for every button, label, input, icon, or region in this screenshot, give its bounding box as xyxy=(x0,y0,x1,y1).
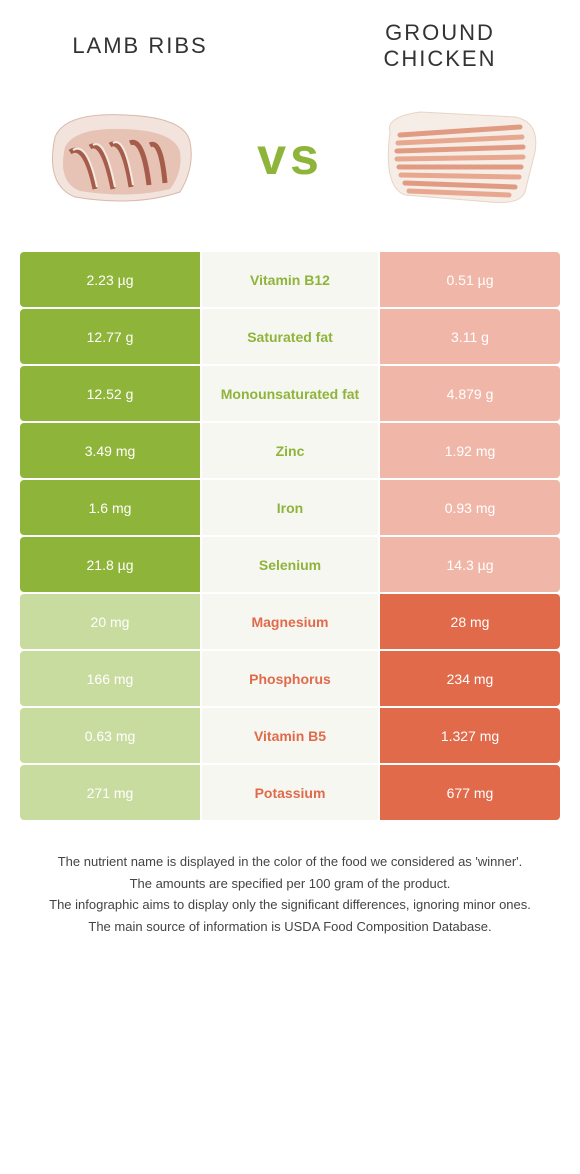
table-row: 0.63 mgVitamin B51.327 mg xyxy=(20,708,560,763)
header-titles: Lamb ribs Ground chicken xyxy=(0,0,580,82)
left-food-title: Lamb ribs xyxy=(30,33,250,59)
nutrient-label: Vitamin B5 xyxy=(202,708,378,763)
images-row: vs xyxy=(0,82,580,252)
vs-label: vs xyxy=(257,127,323,187)
right-value: 234 mg xyxy=(380,651,560,706)
right-food-title: Ground chicken xyxy=(330,20,550,72)
left-value: 0.63 mg xyxy=(20,708,200,763)
table-row: 2.23 µgVitamin B120.51 µg xyxy=(20,252,560,307)
footnote-line: The amounts are specified per 100 gram o… xyxy=(30,874,550,894)
table-row: 12.77 gSaturated fat3.11 g xyxy=(20,309,560,364)
left-value: 271 mg xyxy=(20,765,200,820)
left-value: 20 mg xyxy=(20,594,200,649)
left-value: 166 mg xyxy=(20,651,200,706)
nutrient-label: Phosphorus xyxy=(202,651,378,706)
right-value: 1.327 mg xyxy=(380,708,560,763)
table-row: 12.52 gMonounsaturated fat4.879 g xyxy=(20,366,560,421)
nutrient-label: Vitamin B12 xyxy=(202,252,378,307)
right-value: 14.3 µg xyxy=(380,537,560,592)
left-value: 1.6 mg xyxy=(20,480,200,535)
left-value: 12.77 g xyxy=(20,309,200,364)
left-value: 2.23 µg xyxy=(20,252,200,307)
nutrient-label: Iron xyxy=(202,480,378,535)
table-row: 1.6 mgIron0.93 mg xyxy=(20,480,560,535)
table-row: 21.8 µgSelenium14.3 µg xyxy=(20,537,560,592)
left-value: 3.49 mg xyxy=(20,423,200,478)
footnotes: The nutrient name is displayed in the co… xyxy=(0,822,580,958)
right-value: 28 mg xyxy=(380,594,560,649)
nutrient-label: Monounsaturated fat xyxy=(202,366,378,421)
right-value: 0.93 mg xyxy=(380,480,560,535)
table-row: 271 mgPotassium677 mg xyxy=(20,765,560,820)
right-value: 677 mg xyxy=(380,765,560,820)
left-value: 21.8 µg xyxy=(20,537,200,592)
right-value: 0.51 µg xyxy=(380,252,560,307)
nutrient-label: Zinc xyxy=(202,423,378,478)
footnote-line: The nutrient name is displayed in the co… xyxy=(30,852,550,872)
table-row: 3.49 mgZinc1.92 mg xyxy=(20,423,560,478)
lamb-ribs-image xyxy=(30,92,210,222)
nutrient-label: Saturated fat xyxy=(202,309,378,364)
footnote-line: The infographic aims to display only the… xyxy=(30,895,550,915)
nutrient-label: Potassium xyxy=(202,765,378,820)
table-row: 20 mgMagnesium28 mg xyxy=(20,594,560,649)
right-value: 1.92 mg xyxy=(380,423,560,478)
footnote-line: The main source of information is USDA F… xyxy=(30,917,550,937)
ground-chicken-image xyxy=(370,92,550,222)
right-value: 4.879 g xyxy=(380,366,560,421)
left-value: 12.52 g xyxy=(20,366,200,421)
right-value: 3.11 g xyxy=(380,309,560,364)
nutrient-table: 2.23 µgVitamin B120.51 µg12.77 gSaturate… xyxy=(20,252,560,820)
nutrient-label: Magnesium xyxy=(202,594,378,649)
nutrient-label: Selenium xyxy=(202,537,378,592)
table-row: 166 mgPhosphorus234 mg xyxy=(20,651,560,706)
